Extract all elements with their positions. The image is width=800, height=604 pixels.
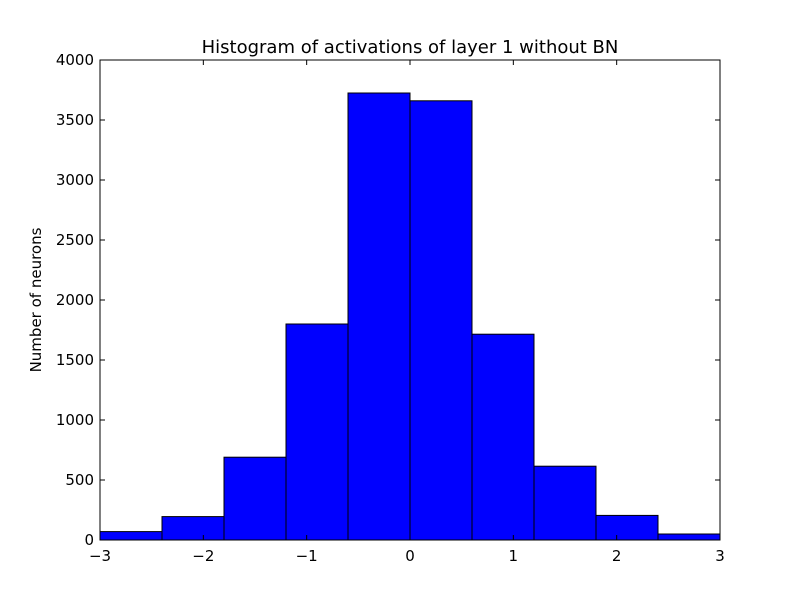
y-tick-label: 1500 <box>56 351 94 369</box>
x-tick-label: 3 <box>715 547 725 565</box>
y-tick-label: 1000 <box>56 411 94 429</box>
histogram-bar <box>99 531 163 541</box>
x-tick-label: 0 <box>405 547 415 565</box>
histogram-bar <box>223 456 287 541</box>
y-tick-label: 500 <box>65 471 94 489</box>
histogram-bar <box>285 323 349 541</box>
histogram-bar <box>471 333 535 541</box>
x-tick-label: 2 <box>612 547 622 565</box>
chart-title: Histogram of activations of layer 1 with… <box>202 37 619 58</box>
x-tick-label: −3 <box>89 547 111 565</box>
x-tick-label: −2 <box>192 547 214 565</box>
y-tick-label: 3000 <box>56 171 94 189</box>
histogram-bar <box>533 465 597 541</box>
y-tick-label: 4000 <box>56 51 94 69</box>
bars-group <box>99 92 721 541</box>
y-tick-label: 0 <box>84 531 94 549</box>
histogram-bar <box>657 533 721 541</box>
y-tick-label: 2000 <box>56 291 94 309</box>
histogram-bar <box>409 100 473 541</box>
histogram-bar <box>161 516 225 541</box>
x-tick-label: −1 <box>296 547 318 565</box>
x-tick-label: 1 <box>509 547 519 565</box>
y-tick-label: 3500 <box>56 111 94 129</box>
y-axis-label: Number of neurons <box>27 227 45 372</box>
histogram-bar <box>595 514 659 541</box>
tick-labels-group: −3 −2 −1 0 1 2 3 0 500 1000 1500 2000 2500 3000 3500 40… <box>56 51 725 565</box>
histogram-bar <box>347 92 411 541</box>
y-tick-label: 2500 <box>56 231 94 249</box>
plot-frame <box>99 59 721 541</box>
